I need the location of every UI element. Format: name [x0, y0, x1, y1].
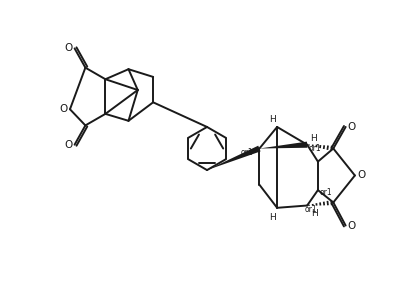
Text: O: O: [358, 170, 366, 181]
Text: O: O: [59, 104, 68, 114]
Text: H: H: [312, 209, 318, 218]
Text: or1: or1: [241, 148, 253, 157]
Polygon shape: [260, 142, 307, 149]
Text: O: O: [64, 43, 72, 53]
Text: H: H: [269, 115, 276, 124]
Text: or1: or1: [305, 205, 317, 214]
Text: O: O: [64, 140, 72, 150]
Text: O: O: [348, 122, 356, 132]
Text: H: H: [310, 134, 317, 143]
Text: or1: or1: [319, 188, 332, 197]
Text: H: H: [269, 213, 276, 221]
Text: O: O: [348, 221, 356, 230]
Polygon shape: [207, 146, 260, 170]
Text: or1: or1: [309, 144, 321, 153]
